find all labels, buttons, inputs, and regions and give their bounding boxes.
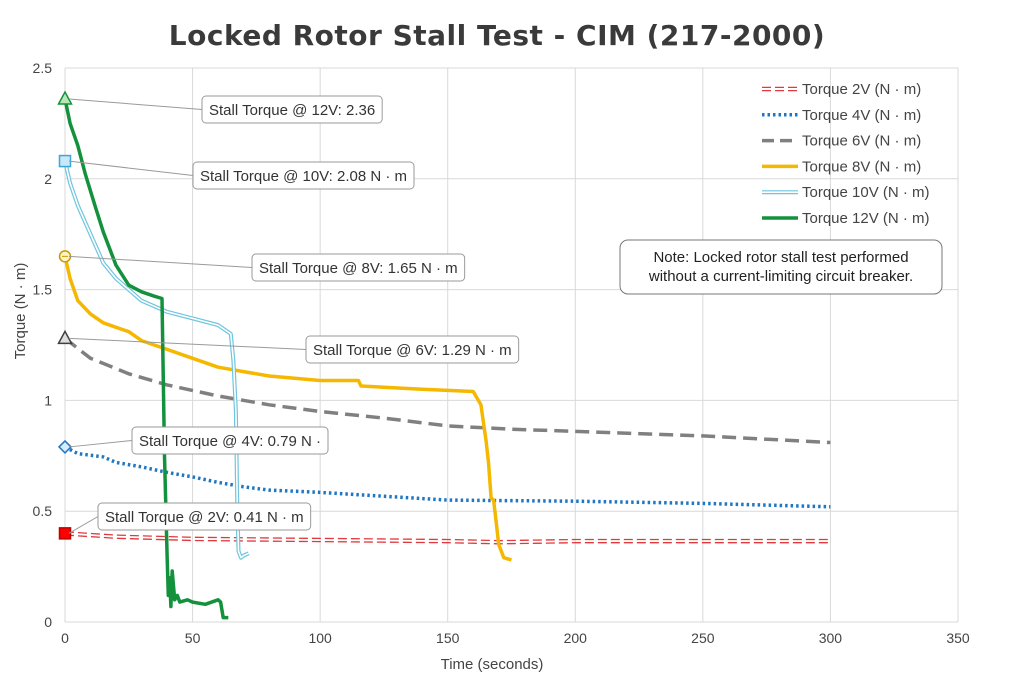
legend-item: Torque 10V (N · m) bbox=[762, 184, 930, 201]
x-tick-label: 350 bbox=[946, 630, 970, 646]
legend-label: Torque 6V (N · m) bbox=[802, 133, 921, 150]
y-tick-label: 1.5 bbox=[33, 282, 53, 298]
callout-box bbox=[192, 161, 415, 190]
point-marker bbox=[58, 527, 72, 540]
stall-torque-callout: Stall Torque @ 12V: 2.36 bbox=[209, 102, 375, 119]
y-tick-label: 0.5 bbox=[33, 503, 53, 519]
legend-label: Torque 10V (N · m) bbox=[802, 184, 930, 201]
stall-torque-callout: Stall Torque @ 4V: 0.79 N · bbox=[139, 433, 321, 450]
callout-leader bbox=[68, 98, 203, 110]
x-tick-label: 50 bbox=[185, 630, 201, 646]
point-marker bbox=[57, 439, 73, 454]
x-axis-label: Time (seconds) bbox=[441, 656, 544, 673]
y-tick-label: 2 bbox=[44, 171, 52, 187]
axes: 0 50 100 150 200 250 300 350 0 0.5 1 1.5 2 2.5 bbox=[33, 60, 970, 646]
series-4v bbox=[64, 445, 831, 509]
x-tick-label: 150 bbox=[436, 630, 460, 646]
callout-leader bbox=[68, 160, 194, 176]
callout-leader bbox=[68, 337, 307, 350]
stall-torque-callout: Stall Torque @ 10V: 2.08 N · m bbox=[200, 168, 407, 185]
callout-leader bbox=[68, 255, 253, 268]
series-line bbox=[63, 337, 831, 445]
legend-item: Torque 4V (N · m) bbox=[762, 107, 921, 124]
point-marker bbox=[57, 90, 73, 105]
note-frame bbox=[619, 239, 943, 295]
y-tick-label: 1 bbox=[44, 392, 52, 408]
series-line-core bbox=[64, 160, 250, 559]
stall-torque-callout: Stall Torque @ 6V: 1.29 N · m bbox=[313, 342, 512, 359]
series-line bbox=[64, 445, 831, 509]
series-12v bbox=[63, 98, 229, 620]
y-tick-label: 2.5 bbox=[33, 60, 53, 76]
x-tick-label: 0 bbox=[61, 630, 69, 646]
callout-box bbox=[305, 335, 520, 364]
chart-title: Locked Rotor Stall Test - CIM (217-2000) bbox=[169, 19, 825, 52]
legend-item: Torque 12V (N · m) bbox=[762, 210, 930, 227]
data-series bbox=[57, 90, 831, 620]
note-line: Note: Locked rotor stall test performed bbox=[653, 249, 908, 266]
series-line bbox=[64, 531, 831, 542]
callout-box bbox=[131, 426, 329, 455]
callout-box bbox=[97, 502, 312, 531]
callout-leader bbox=[68, 516, 99, 534]
note-box: Note: Locked rotor stall test performed w… bbox=[619, 239, 943, 295]
x-tick-label: 250 bbox=[691, 630, 715, 646]
series-line bbox=[64, 534, 831, 545]
series-8v bbox=[63, 256, 513, 562]
series-line bbox=[63, 98, 229, 620]
point-marker bbox=[58, 154, 72, 168]
point-marker bbox=[57, 329, 73, 345]
series-6v bbox=[63, 337, 831, 445]
legend: Torque 2V (N · m) Torque 4V (N · m) Torque… bbox=[762, 81, 930, 227]
legend-label: Torque 2V (N · m) bbox=[802, 81, 921, 98]
legend-item: Torque 6V (N · m) bbox=[762, 133, 921, 150]
legend-item: Torque 2V (N · m) bbox=[762, 81, 921, 98]
legend-label: Torque 8V (N · m) bbox=[802, 158, 921, 175]
stall-torque-callout: Stall Torque @ 2V: 0.41 N · m bbox=[105, 509, 304, 526]
note-line: without a current-limiting circuit break… bbox=[648, 268, 913, 285]
stall-torque-callout: Stall Torque @ 8V: 1.65 N · m bbox=[259, 260, 458, 277]
series-2v bbox=[64, 531, 831, 545]
series-line bbox=[63, 256, 513, 562]
legend-label: Torque 12V (N · m) bbox=[802, 210, 930, 227]
callout-box bbox=[251, 253, 466, 282]
callout-leader bbox=[68, 440, 133, 448]
series-10v bbox=[63, 160, 250, 560]
x-tick-label: 200 bbox=[564, 630, 588, 646]
gridlines bbox=[64, 67, 959, 623]
x-tick-label: 300 bbox=[819, 630, 843, 646]
legend-label: Torque 4V (N · m) bbox=[802, 107, 921, 124]
y-axis-label: Torque (N · m) bbox=[12, 263, 29, 360]
x-tick-label: 100 bbox=[308, 630, 332, 646]
stall-callouts: Stall Torque @ 2V: 0.41 N · m Stall Torqu… bbox=[68, 95, 520, 534]
legend-item: Torque 8V (N · m) bbox=[762, 158, 921, 175]
y-tick-label: 0 bbox=[44, 614, 52, 630]
callout-box bbox=[201, 95, 383, 124]
